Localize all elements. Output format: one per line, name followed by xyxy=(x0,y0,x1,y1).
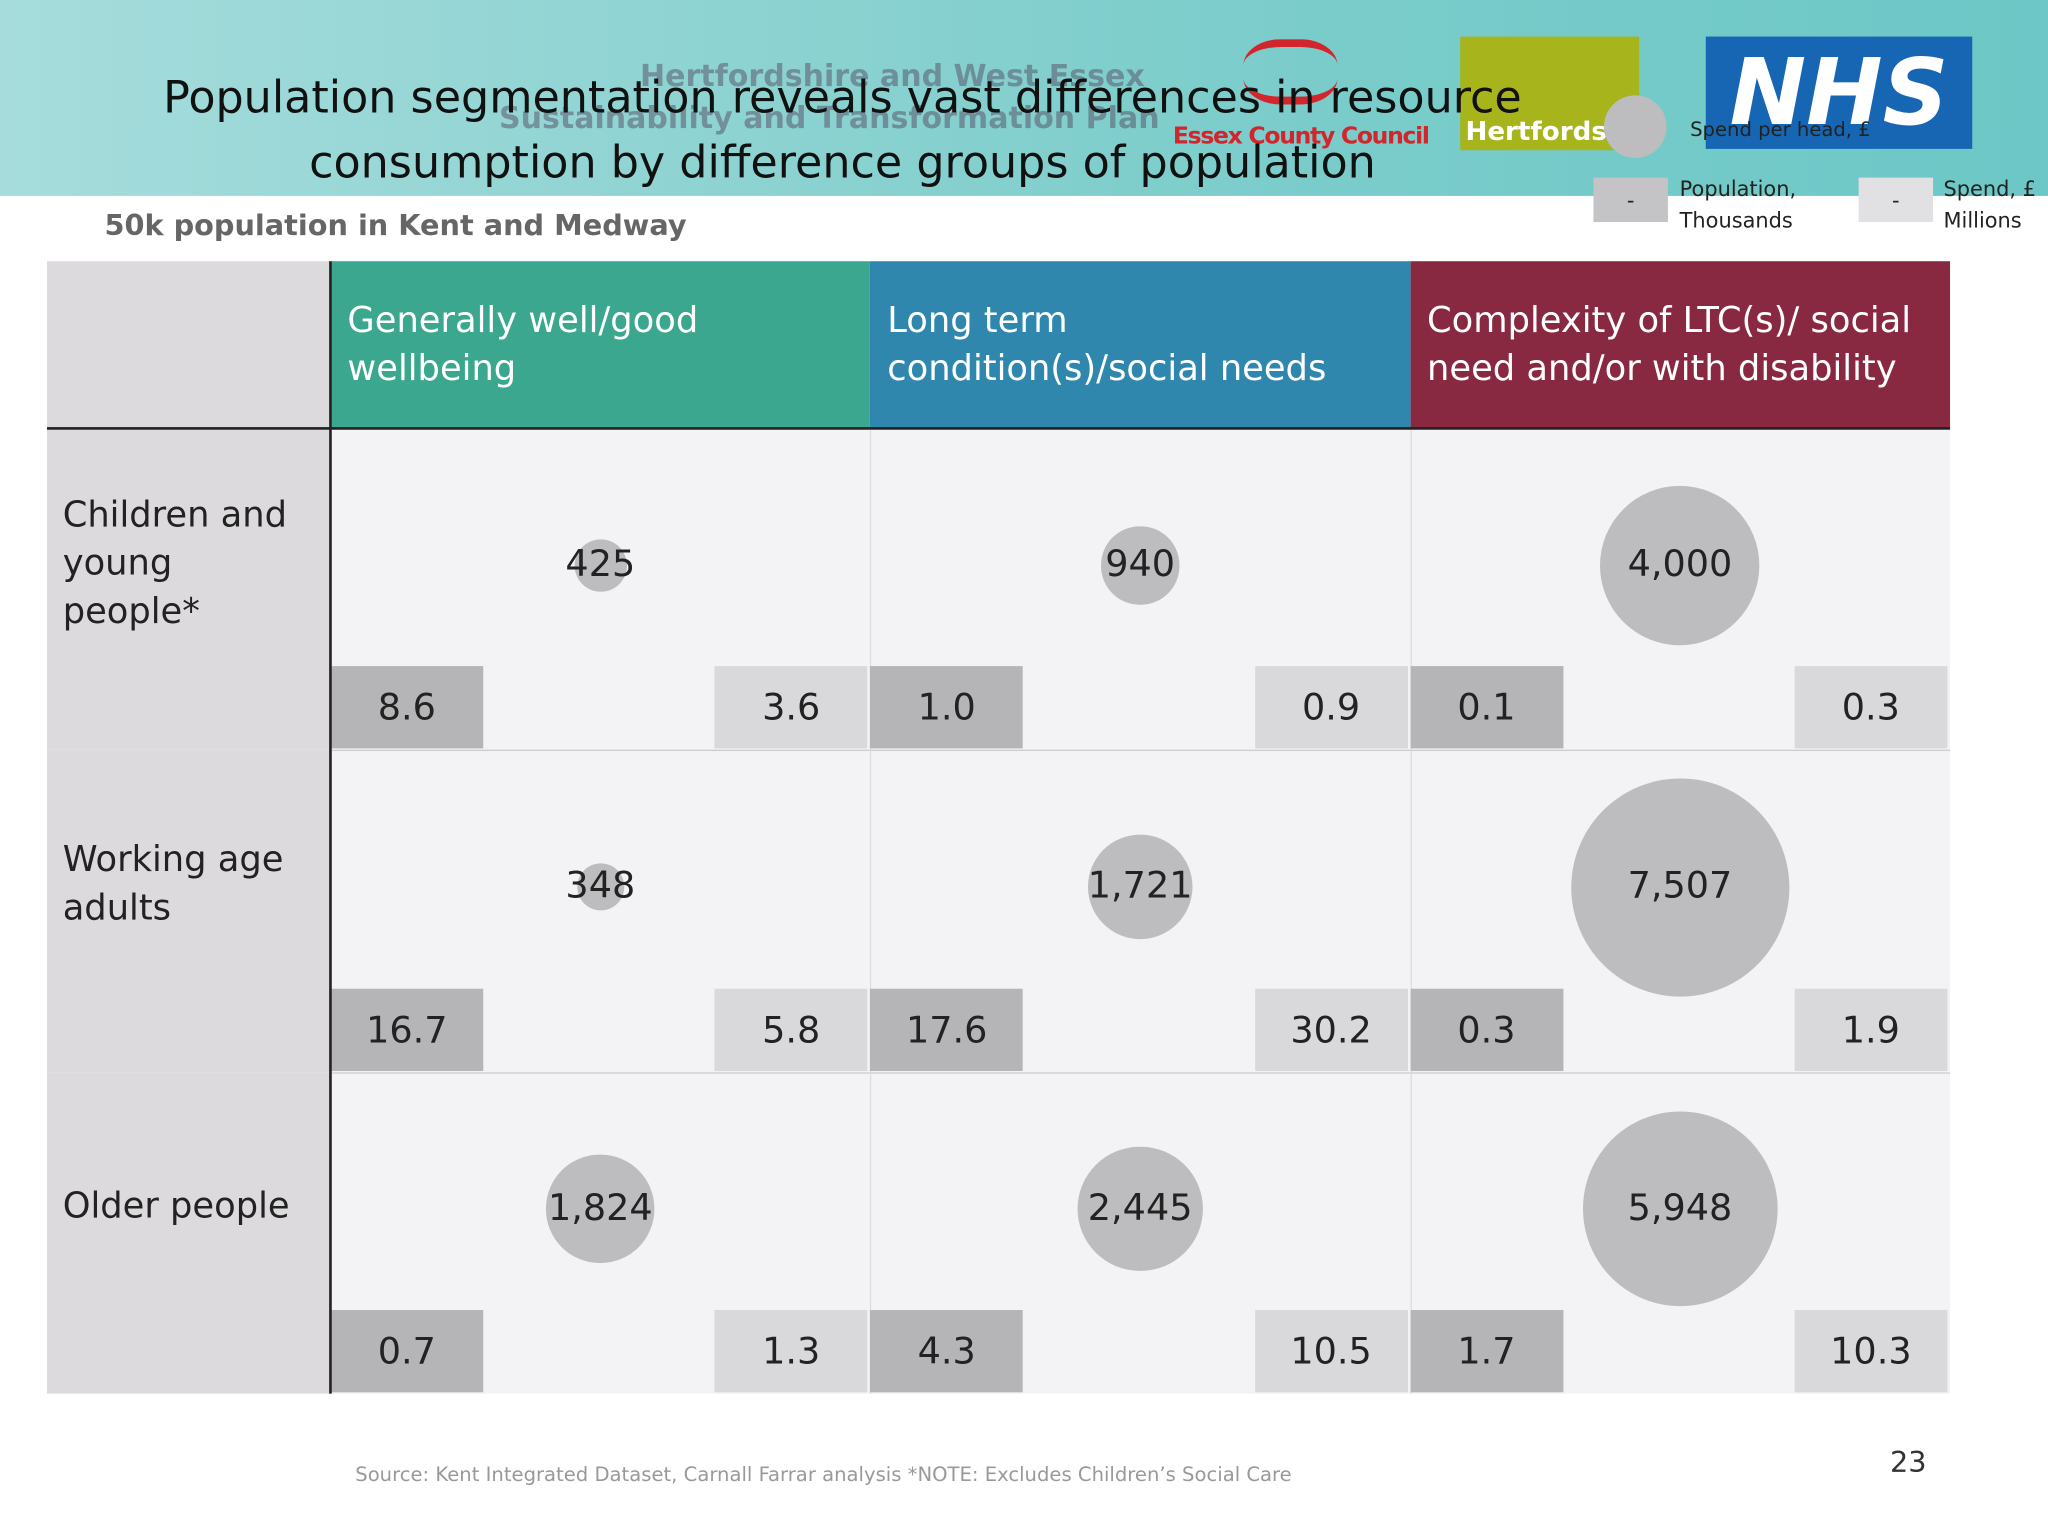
essex-emblem xyxy=(1243,39,1338,105)
population-box: 4.3 xyxy=(870,1309,1024,1393)
population-box: 0.3 xyxy=(1410,988,1563,1071)
population-box: 17.6 xyxy=(870,988,1024,1071)
spend-box: 3.6 xyxy=(714,666,868,749)
row-label: Older people xyxy=(47,1071,331,1394)
page-number: 23 xyxy=(1889,1447,1927,1480)
bubble-label: 348 xyxy=(565,863,636,907)
bubble xyxy=(1077,1146,1203,1272)
watermark: Hertfordshire and West Essex xyxy=(639,60,1145,95)
population-box: 8.6 xyxy=(330,666,484,749)
population-box: 16.7 xyxy=(330,988,484,1071)
spend-box: 10.5 xyxy=(1254,1309,1408,1393)
column-header: Long term condition(s)/social needs xyxy=(870,261,1411,429)
population-box: 1.0 xyxy=(870,666,1024,749)
legend-text: Population, Thousands xyxy=(1679,176,1797,233)
population-box: 1.7 xyxy=(1410,1309,1563,1393)
legend-swatch: - xyxy=(1593,177,1668,223)
legend-bubble xyxy=(1603,95,1667,159)
bubble-label: 4,000 xyxy=(1627,542,1733,586)
spend-box: 0.3 xyxy=(1794,666,1948,749)
divider xyxy=(329,261,332,1394)
title: Population segmentation reveals vast dif… xyxy=(163,71,1522,190)
bubble xyxy=(1582,1111,1778,1307)
population-box: 0.1 xyxy=(1410,666,1563,749)
source: Source: Kent Integrated Dataset, Carnall… xyxy=(355,1462,1292,1487)
column-header: Generally well/good wellbeing xyxy=(330,261,871,429)
bubble-label: 940 xyxy=(1105,542,1176,586)
bubble-label: 5,948 xyxy=(1627,1185,1733,1229)
row-label: Working age adults xyxy=(47,750,331,1072)
legend-text: Spend per head, £ xyxy=(1690,117,1871,142)
bubble xyxy=(1570,778,1790,997)
bubble-label: 7,507 xyxy=(1627,863,1733,907)
bubble xyxy=(1087,834,1193,940)
bubble-label: 1,824 xyxy=(547,1185,653,1229)
subtitle: 50k population in Kent and Medway xyxy=(104,210,687,243)
corner-cell xyxy=(47,261,331,429)
spend-box: 10.3 xyxy=(1794,1309,1948,1393)
bubble xyxy=(574,539,627,592)
bubble-label: 425 xyxy=(565,542,636,586)
legend-swatch: - xyxy=(1858,177,1934,223)
spend-box: 5.8 xyxy=(714,988,868,1071)
legend-text: Spend, £ Millions xyxy=(1943,176,2036,233)
bubble-label: 1,721 xyxy=(1087,863,1193,907)
column-header: Complexity of LTC(s)/ social need and/or… xyxy=(1410,261,1950,429)
bubble xyxy=(576,863,624,911)
spend-box: 30.2 xyxy=(1254,988,1408,1071)
watermark: Sustainability and Transformation Plan xyxy=(498,101,1160,136)
divider xyxy=(47,427,1951,430)
population-box: 0.7 xyxy=(330,1309,484,1393)
bubble xyxy=(546,1155,655,1263)
bubble xyxy=(1600,485,1760,646)
bubble-label: 2,445 xyxy=(1087,1185,1193,1229)
spend-box: 1.3 xyxy=(714,1309,868,1393)
essex-logo: Essex County Council xyxy=(1172,122,1430,151)
nhs-logo: NHS xyxy=(1705,36,1973,149)
spend-box: 0.9 xyxy=(1254,666,1408,749)
spend-box: 1.9 xyxy=(1794,988,1948,1071)
bubble xyxy=(1101,526,1179,605)
row-label: Children and young people* xyxy=(47,428,331,751)
